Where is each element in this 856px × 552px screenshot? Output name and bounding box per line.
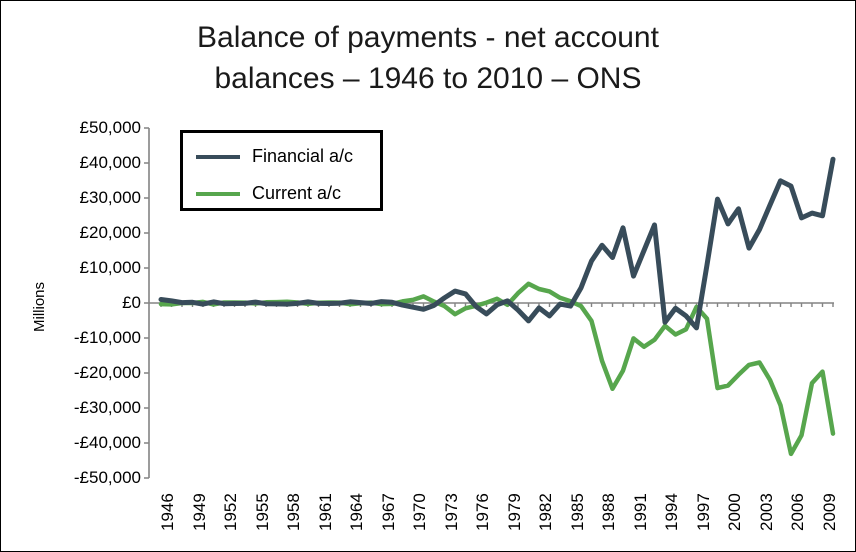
y-axis-tick-label: £20,000 xyxy=(79,223,141,242)
x-axis-tick-label: 1961 xyxy=(315,493,335,531)
y-axis-tick-label: £40,000 xyxy=(79,153,141,172)
x-axis-tick-label: 1955 xyxy=(252,493,272,531)
y-axis-tick-label: £10,000 xyxy=(79,258,141,277)
x-axis-tick-label: 1985 xyxy=(567,493,587,531)
x-axis-tick-label: 1949 xyxy=(189,493,209,531)
y-axis-tick-label: -£20,000 xyxy=(73,363,141,382)
x-axis-tick-label: 1946 xyxy=(158,493,177,531)
x-axis-tick-label: 1982 xyxy=(536,493,555,531)
current-line xyxy=(158,281,836,457)
legend-label-current: Current a/c xyxy=(252,183,342,203)
y-axis-tick-label: -£10,000 xyxy=(73,328,141,347)
legend-item-current: Current a/c xyxy=(183,175,380,212)
current-line-swatch xyxy=(196,191,240,196)
x-axis-tick-label: 1958 xyxy=(284,493,303,531)
x-axis-tick-label: 1976 xyxy=(473,493,492,531)
x-axis-tick-label: 1970 xyxy=(410,493,429,531)
x-axis-tick-label: 1991 xyxy=(630,493,650,531)
legend-label-financial: Financial a/c xyxy=(252,146,354,166)
y-axis-tick-label: -£50,000 xyxy=(73,468,141,487)
y-axis-line xyxy=(144,127,150,479)
x-axis-tick-label: 1973 xyxy=(441,493,461,531)
y-axis-tick-label: -£40,000 xyxy=(73,433,141,452)
x-axis-tick-label: 1988 xyxy=(599,493,618,531)
legend: Financial a/c Current a/c xyxy=(180,130,383,211)
chart-title-line1: Balance of payments - net account xyxy=(197,21,659,54)
x-axis-tick-label: 1994 xyxy=(662,493,681,531)
financial-line xyxy=(158,156,836,331)
x-axis-tick-label: 1964 xyxy=(347,493,366,531)
x-axis-tick-label: 2009 xyxy=(819,493,839,531)
x-axis-tick-label: 1997 xyxy=(693,493,713,531)
x-axis-tick-label: 2006 xyxy=(788,493,807,531)
chart-title-line2: balances – 1946 to 2010 – ONS xyxy=(214,62,642,95)
chart-title: Balance of payments - net account balanc… xyxy=(1,17,855,99)
x-axis-tick-label: 1979 xyxy=(504,493,524,531)
x-axis-tick-label: 2000 xyxy=(725,493,744,531)
x-axis-tick-label: 1967 xyxy=(378,493,398,531)
financial-line-swatch xyxy=(196,154,240,159)
y-axis-tick-label: £30,000 xyxy=(79,188,141,207)
y-axis-tick-label: £0 xyxy=(122,293,141,312)
y-axis-tick-label: -£30,000 xyxy=(73,398,141,417)
x-axis-tick-label: 2003 xyxy=(756,493,776,531)
legend-item-financial: Financial a/c xyxy=(183,138,380,175)
y-axis-tick-label: £50,000 xyxy=(79,118,141,137)
x-axis-tick-label: 1952 xyxy=(221,493,240,531)
